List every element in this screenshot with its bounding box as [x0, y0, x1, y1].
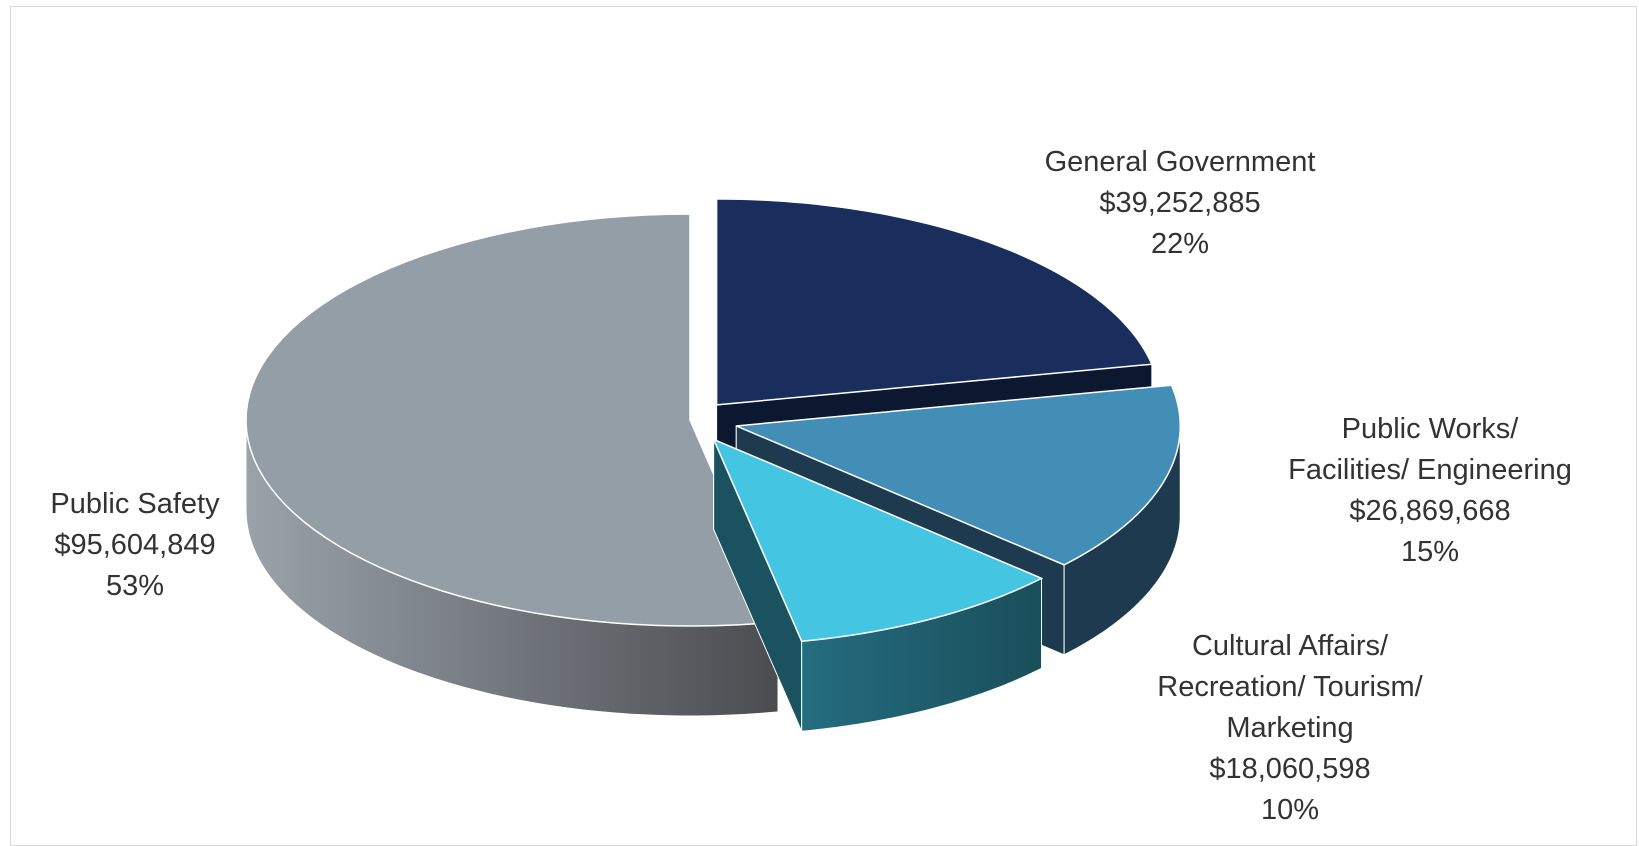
slice-name-line-2: Facilities/ Engineering — [1288, 454, 1572, 486]
slice-value: $26,869,668 — [1349, 495, 1511, 527]
slice-top-public-works-facilities-engineering — [735, 384, 1182, 566]
slice-percent: 22% — [1150, 228, 1210, 260]
slice-percent: 10% — [1260, 794, 1320, 826]
slice-value: $39,252,885 — [1099, 187, 1261, 219]
slice-label-public-works: Public Works/ Facilities/ Engineering $2… — [1260, 409, 1600, 573]
slice-top-public-safety — [245, 213, 780, 627]
slice-percent: 15% — [1400, 536, 1460, 568]
slice-name-line-1: Public Works/ — [1341, 413, 1519, 445]
slice-name: General Government — [1044, 146, 1316, 178]
slice-value: $18,060,598 — [1209, 753, 1371, 785]
slice-label-general-government: General Government $39,252,885 22% — [1030, 142, 1330, 265]
slice-top-cultural-affairs-recreation-tourism-marketing — [712, 437, 1044, 643]
slice-value: $95,604,849 — [54, 529, 216, 561]
slice-name-line-1: Cultural Affairs/ — [1191, 630, 1389, 662]
slice-label-cultural-affairs: Cultural Affairs/ Recreation/ Tourism/ M… — [1130, 626, 1450, 831]
slice-percent: 53% — [105, 570, 165, 602]
slice-label-public-safety: Public Safety $95,604,849 53% — [30, 484, 240, 607]
slice-name-line-2: Recreation/ Tourism/ — [1157, 671, 1423, 703]
slice-top-general-government — [715, 198, 1153, 406]
slice-name: Public Safety — [50, 488, 220, 520]
slice-name-line-3: Marketing — [1226, 712, 1354, 744]
